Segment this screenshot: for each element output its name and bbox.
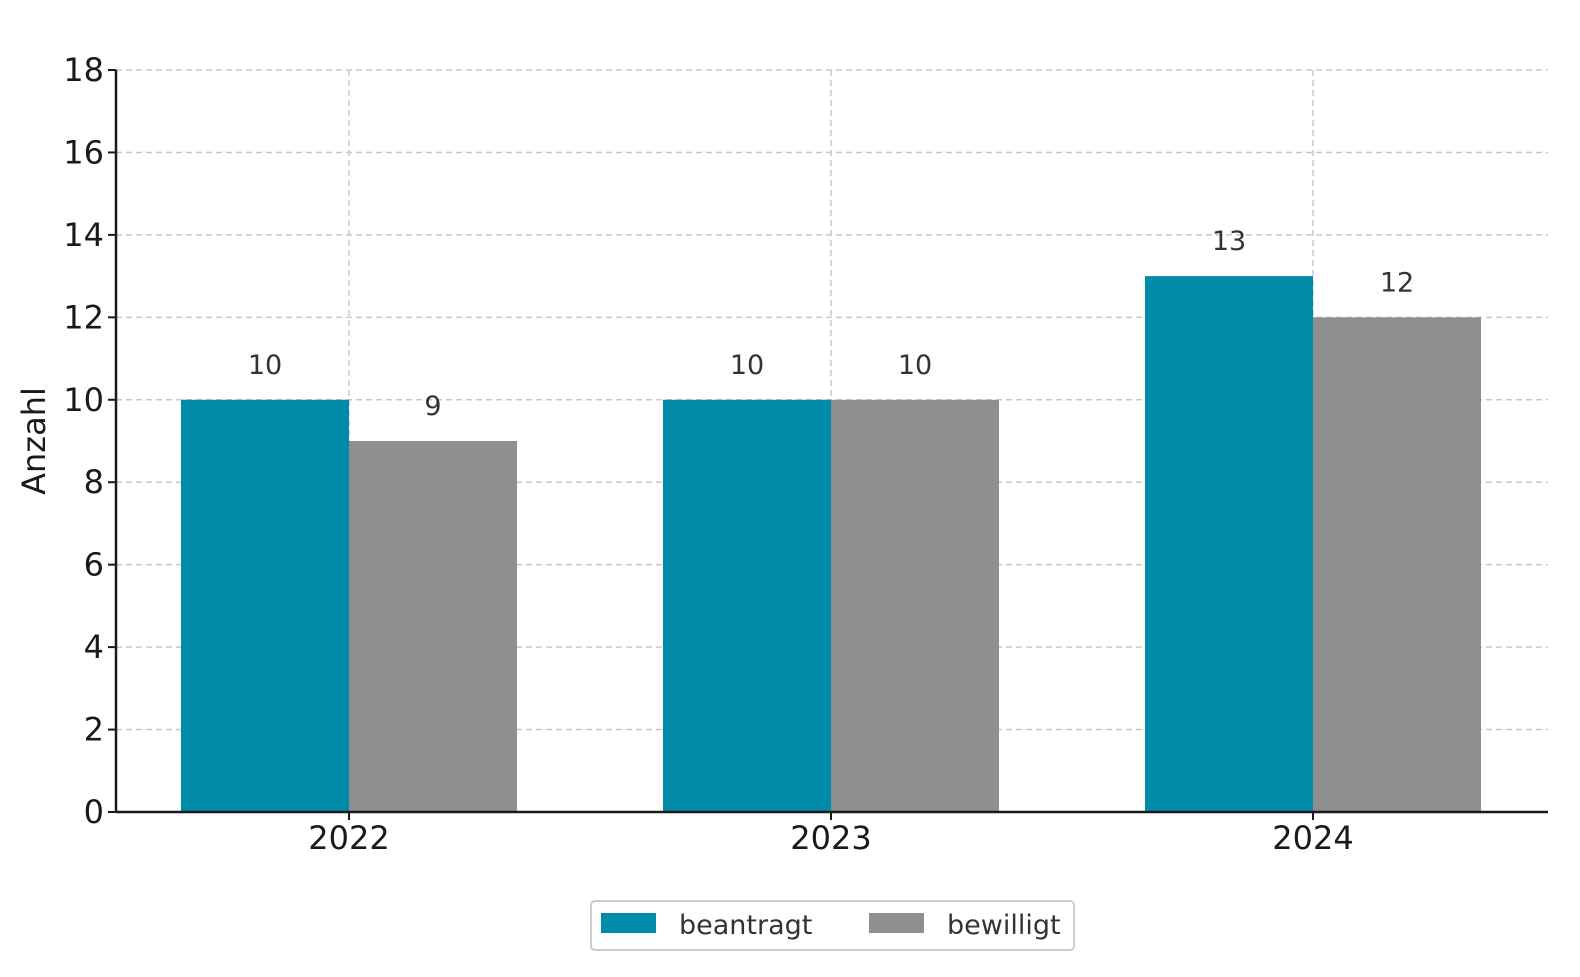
bar-beantragt-2023: [663, 399, 831, 812]
y-tick-label: 10: [63, 381, 104, 419]
y-tick-label: 18: [63, 51, 104, 89]
y-tick-label: 14: [63, 216, 104, 254]
bars: [181, 276, 1481, 813]
x-tick-label-2024: 2024: [1272, 819, 1353, 857]
y-tick-label: 6: [84, 546, 104, 584]
y-tick-label: 4: [84, 628, 104, 666]
y-tick-label: 16: [63, 133, 104, 171]
legend-swatch-beantragt: [601, 913, 656, 933]
bar-bewilligt-2024: [1313, 317, 1481, 812]
x-tick-label-2022: 2022: [308, 819, 389, 857]
legend-label-beantragt: beantragt: [679, 910, 812, 941]
bar-bewilligt-2022: [349, 441, 517, 812]
data-label-bewilligt-2024: 12: [1380, 267, 1414, 298]
data-label-bewilligt-2022: 9: [424, 391, 441, 422]
bar-beantragt-2022: [181, 399, 349, 812]
data-labels: 10 9 10 10 13 12: [248, 226, 1414, 422]
x-tick-label-2023: 2023: [790, 819, 871, 857]
y-tick-label: 12: [63, 298, 104, 336]
y-tick-label: 0: [84, 793, 104, 831]
bar-beantragt-2024: [1145, 276, 1313, 813]
bar-bewilligt-2023: [831, 399, 999, 812]
y-tick-label: 2: [84, 711, 104, 749]
data-label-beantragt-2022: 10: [248, 350, 282, 381]
y-tick-label: 8: [84, 463, 104, 501]
data-label-beantragt-2024: 13: [1212, 226, 1246, 257]
data-label-bewilligt-2023: 10: [898, 350, 932, 381]
legend-box: [590, 900, 1075, 951]
legend-swatch-bewilligt: [869, 913, 924, 933]
x-tick-labels: 2022 2023 2024: [308, 812, 1354, 857]
y-axis-title: Anzahl: [15, 387, 53, 495]
legend-label-bewilligt: bewilligt: [947, 910, 1061, 941]
y-tick-labels: 0 2 4 6 8 10 12 14 16 18: [63, 51, 116, 831]
data-label-beantragt-2023: 10: [730, 350, 764, 381]
legend: beantragt bewilligt: [590, 900, 1075, 951]
